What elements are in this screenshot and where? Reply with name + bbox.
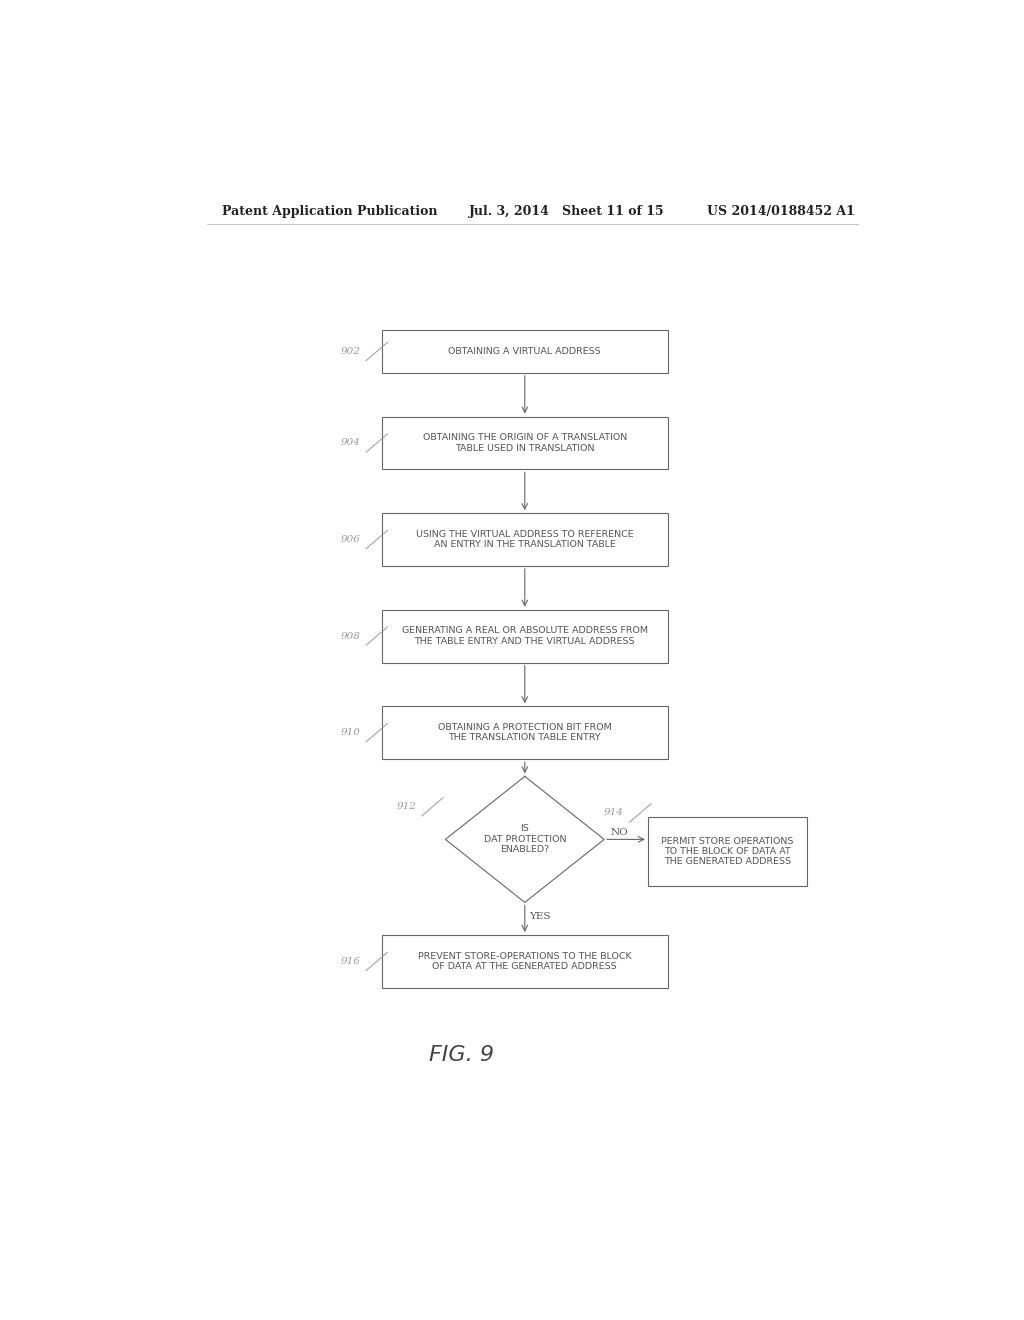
Bar (382, 610, 668, 663)
Text: 902: 902 (341, 347, 360, 356)
Bar (382, 330, 668, 372)
Text: OBTAINING THE ORIGIN OF A TRANSLATION
TABLE USED IN TRANSLATION: OBTAINING THE ORIGIN OF A TRANSLATION TA… (423, 433, 627, 453)
Text: 906: 906 (341, 535, 360, 544)
Bar (382, 417, 668, 470)
Text: OBTAINING A PROTECTION BIT FROM
THE TRANSLATION TABLE ENTRY: OBTAINING A PROTECTION BIT FROM THE TRAN… (438, 723, 611, 742)
Text: 910: 910 (341, 729, 360, 737)
Text: 908: 908 (341, 631, 360, 640)
Text: OBTAINING A VIRTUAL ADDRESS: OBTAINING A VIRTUAL ADDRESS (449, 347, 601, 356)
Text: FIG. 9: FIG. 9 (429, 1045, 494, 1065)
Text: PREVENT STORE-OPERATIONS TO THE BLOCK
OF DATA AT THE GENERATED ADDRESS: PREVENT STORE-OPERATIONS TO THE BLOCK OF… (418, 952, 632, 972)
Text: PERMIT STORE OPERATIONS
TO THE BLOCK OF DATA AT
THE GENERATED ADDRESS: PERMIT STORE OPERATIONS TO THE BLOCK OF … (660, 837, 794, 866)
Text: Jul. 3, 2014   Sheet 11 of 15: Jul. 3, 2014 Sheet 11 of 15 (469, 205, 665, 218)
Text: US 2014/0188452 A1: US 2014/0188452 A1 (708, 205, 855, 218)
Text: 914: 914 (604, 808, 624, 817)
Text: 916: 916 (341, 957, 360, 966)
Text: IS
DAT PROTECTION
ENABLED?: IS DAT PROTECTION ENABLED? (483, 825, 566, 854)
Bar (382, 706, 668, 759)
Bar (382, 513, 668, 566)
Text: 904: 904 (341, 438, 360, 447)
Text: NO: NO (610, 828, 629, 837)
Text: YES: YES (528, 912, 550, 921)
Bar (648, 817, 807, 886)
Text: 912: 912 (396, 803, 416, 812)
Bar (382, 935, 668, 987)
Text: GENERATING A REAL OR ABSOLUTE ADDRESS FROM
THE TABLE ENTRY AND THE VIRTUAL ADDRE: GENERATING A REAL OR ABSOLUTE ADDRESS FR… (401, 627, 648, 645)
Text: Patent Application Publication: Patent Application Publication (221, 205, 437, 218)
Polygon shape (445, 776, 604, 903)
Text: USING THE VIRTUAL ADDRESS TO REFERENCE
AN ENTRY IN THE TRANSLATION TABLE: USING THE VIRTUAL ADDRESS TO REFERENCE A… (416, 529, 634, 549)
